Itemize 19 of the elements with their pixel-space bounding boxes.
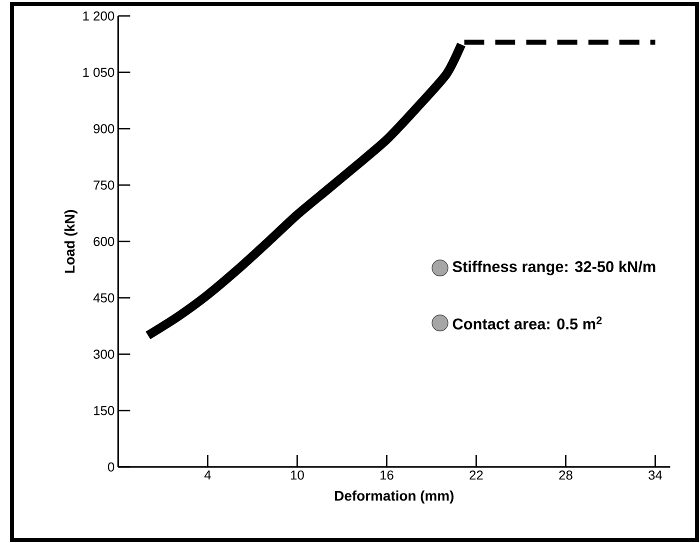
annotation: Contact area: 0.5 m$^{2}$ — [452, 316, 602, 330]
y-tick-label: 1 200 — [83, 11, 114, 21]
x-tick-label: 10 — [290, 470, 304, 480]
y-axis-title: Load (kN) — [64, 210, 78, 273]
y-tick-label: 1 050 — [83, 68, 114, 77]
y-tick-label: 300 — [94, 350, 114, 359]
x-tick-label: 34 — [648, 470, 662, 480]
x-tick-label: 28 — [559, 470, 572, 480]
y-tick-label: 0 — [108, 462, 114, 472]
y-tick-label: 750 — [94, 180, 114, 190]
y-tick-label: 450 — [93, 293, 114, 302]
annotation: Stiffness range: 32-50 kN/m — [452, 260, 656, 276]
y-tick-label: 150 — [94, 406, 114, 416]
x-tick-label: 4 — [204, 470, 211, 480]
x-tick-label: 16 — [380, 470, 394, 480]
x-tick-label: 22 — [470, 470, 483, 480]
y-tick-label: 600 — [94, 236, 114, 246]
x-axis-title: Deformation (mm) — [335, 490, 454, 504]
y-tick-label: 900 — [94, 124, 114, 134]
